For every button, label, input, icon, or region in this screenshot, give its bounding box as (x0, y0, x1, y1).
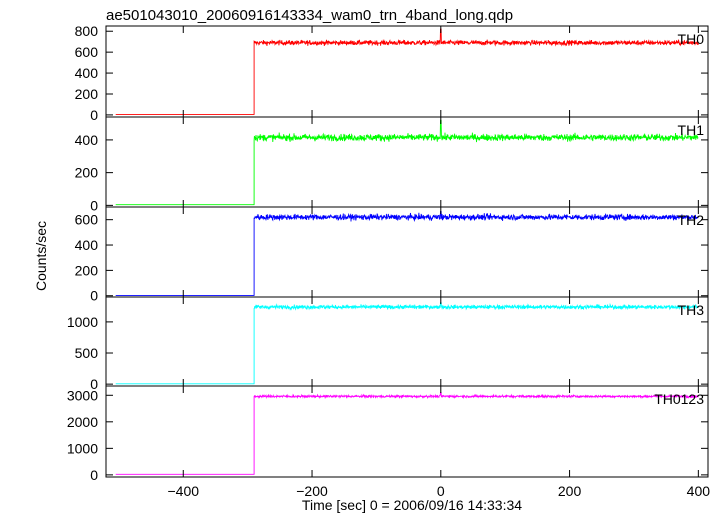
panel-frame-th3 (105, 296, 709, 387)
y-tick-label-th1: 400 (75, 132, 99, 148)
x-tick-label: 400 (687, 483, 711, 499)
panels-group: 0 200 400 600 800 TH0 0 200 400 TH1 0 200 400 600 TH2 0… (67, 23, 710, 499)
series-line-th2 (115, 210, 699, 296)
panel-label-th1: TH1 (678, 122, 705, 138)
y-tick-label-th0: 400 (75, 65, 99, 81)
y-tick-label-th0123: 2000 (67, 414, 98, 430)
x-tick-label: 200 (558, 483, 582, 499)
y-tick-label-th0123: 3000 (67, 387, 98, 403)
x-tick-label: −200 (296, 483, 328, 499)
y-tick-label-th2: 600 (75, 212, 99, 228)
x-axis-label: Time [sec] 0 = 2006/09/16 14:33:34 (302, 497, 522, 513)
panel-frame-th2 (105, 206, 709, 298)
panel-label-th2: TH2 (678, 212, 705, 228)
panel-label-th3: TH3 (678, 302, 705, 318)
y-tick-label-th0: 0 (90, 107, 98, 123)
panel-label-th0: TH0 (678, 31, 705, 47)
y-tick-label-th3: 500 (75, 345, 99, 361)
y-tick-label-th0123: 1000 (67, 440, 98, 456)
y-tick-label-th2: 200 (75, 262, 99, 278)
panel-frame-th1 (105, 116, 709, 208)
y-tick-label-th1: 0 (90, 197, 98, 213)
y-axis-label: Counts/sec (33, 221, 49, 291)
y-tick-label-th0: 600 (75, 44, 99, 60)
panel-label-th0123: TH0123 (654, 391, 704, 407)
y-tick-label-th2: 400 (75, 237, 99, 253)
series-line-th3 (115, 302, 699, 385)
chart-title: ae501043010_20060916143334_wam0_trn_4ban… (106, 7, 513, 24)
y-tick-label-th0: 200 (75, 86, 99, 102)
y-tick-label-th0: 800 (75, 23, 99, 39)
x-tick-label: 0 (437, 483, 445, 499)
y-tick-label-th1: 200 (75, 165, 99, 181)
series-line-th1 (115, 119, 699, 206)
x-tick-label: −400 (167, 483, 199, 499)
series-line-th0 (115, 28, 699, 115)
panel-frame-th0123 (105, 385, 709, 478)
y-tick-label-th0123: 0 (90, 467, 98, 483)
y-tick-label-th3: 0 (90, 376, 98, 392)
y-tick-label-th3: 1000 (67, 314, 98, 330)
panel-frame-th0 (105, 25, 709, 118)
y-tick-label-th2: 0 (90, 288, 98, 304)
series-line-th0123 (115, 392, 699, 475)
